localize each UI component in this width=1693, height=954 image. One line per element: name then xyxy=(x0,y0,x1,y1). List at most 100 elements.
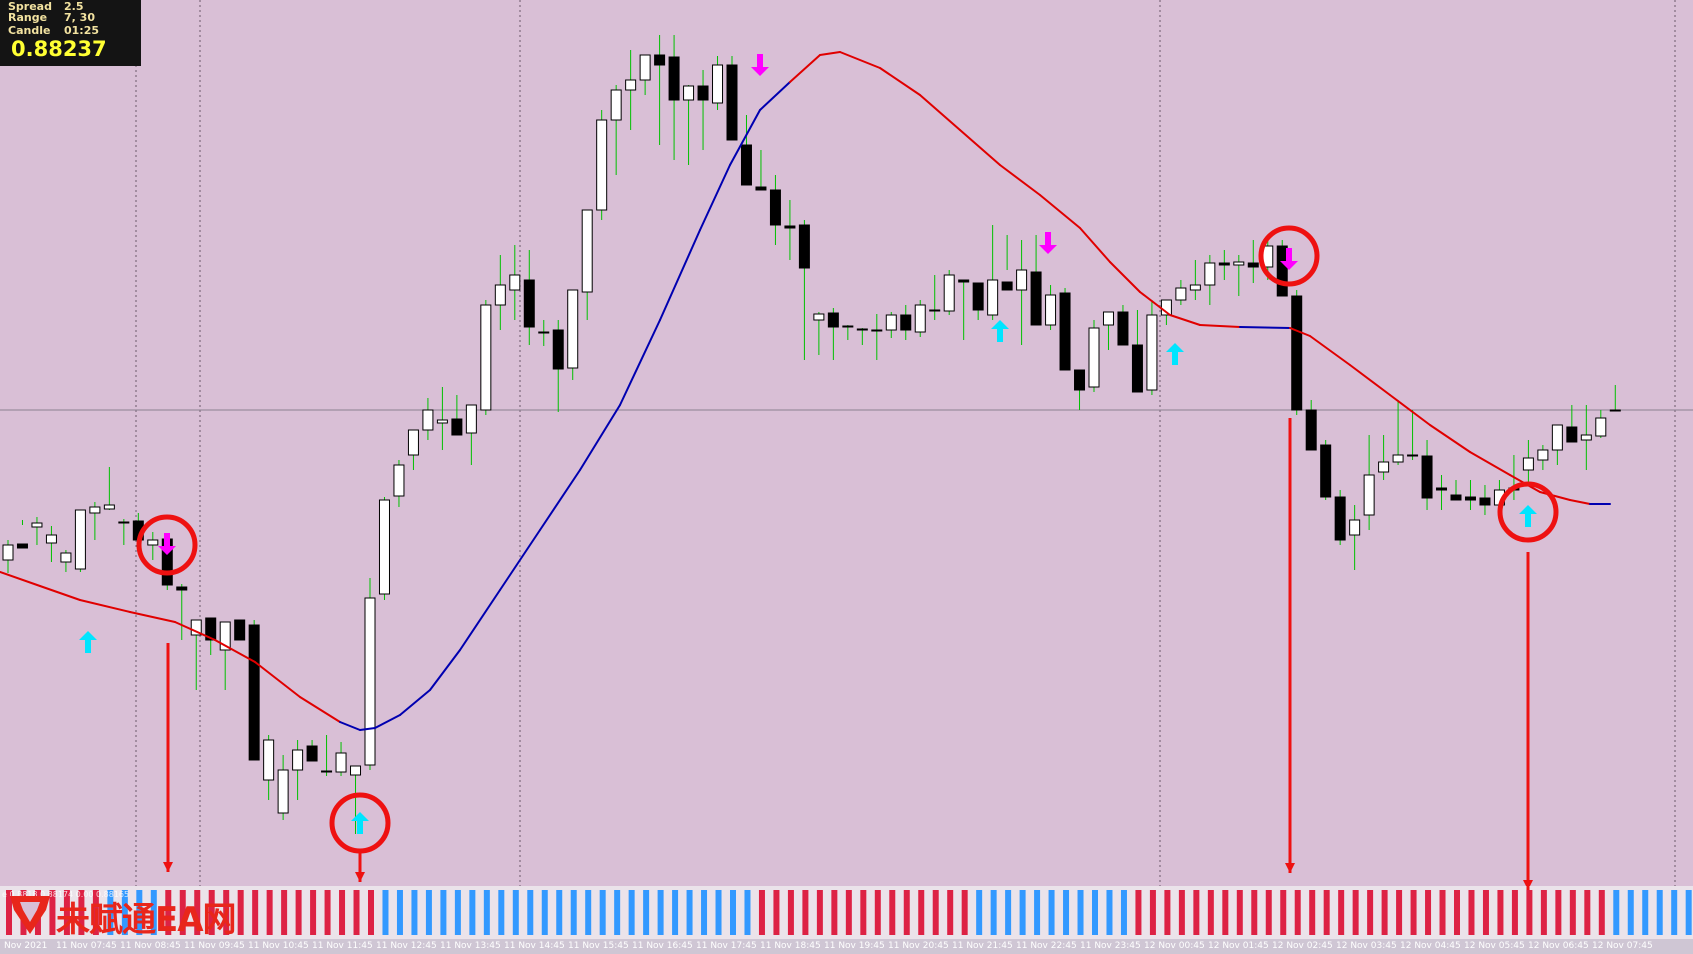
ma-line-segment xyxy=(1239,326,1291,329)
bull-candle xyxy=(581,209,593,293)
bull-candle xyxy=(60,552,72,563)
bull-candle xyxy=(364,597,376,766)
bull-candle xyxy=(1378,461,1390,473)
bear-candle xyxy=(16,543,28,549)
histogram-bar-down xyxy=(1149,890,1156,935)
bull-candle xyxy=(712,64,724,104)
histogram-bar-down xyxy=(1178,890,1185,935)
histogram-bar-down xyxy=(1251,890,1258,935)
histogram-bar-up xyxy=(1613,890,1620,935)
histogram-bar-down xyxy=(78,890,85,935)
histogram-bar-up xyxy=(498,890,505,935)
histogram-bar-down xyxy=(1497,890,1504,935)
ma-line-segment xyxy=(999,164,1041,196)
bear-candle xyxy=(205,617,217,641)
histogram-bar-down xyxy=(179,890,186,935)
bull-candle xyxy=(147,539,159,546)
histogram-bar-up xyxy=(1656,890,1663,935)
bear-candle xyxy=(900,314,912,331)
ma-line-segment xyxy=(1199,324,1241,328)
time-axis-label: 12 Nov 07:45 xyxy=(1592,941,1653,951)
annotation-arrowhead-down xyxy=(1285,863,1295,873)
bear-candle xyxy=(321,770,333,773)
histogram-bar-down xyxy=(1468,890,1475,935)
histogram-bar-down xyxy=(1425,890,1432,935)
histogram-bar-down xyxy=(860,890,867,935)
bear-candle xyxy=(1276,245,1288,297)
bear-candle xyxy=(248,624,260,761)
bear-candle xyxy=(842,325,854,328)
bear-candle xyxy=(1436,487,1448,491)
time-axis-label: 12 Nov 04:45 xyxy=(1400,941,1461,951)
bear-candle xyxy=(1305,409,1317,451)
watermark-logo-icon xyxy=(10,896,50,934)
bull-candle xyxy=(480,304,492,411)
histogram-bar-down xyxy=(889,890,896,935)
spread-value: 2.5 xyxy=(64,0,84,13)
histogram-bar-down xyxy=(947,890,954,935)
histogram-bar-down xyxy=(1164,890,1171,935)
histogram-bar-up xyxy=(1120,890,1127,935)
histogram-bar-up xyxy=(541,890,548,935)
bull-candle xyxy=(2,544,14,561)
histogram-bar-up xyxy=(512,890,519,935)
histogram-bar-down xyxy=(758,890,765,935)
histogram-bar-up xyxy=(1671,890,1678,935)
bull-candle xyxy=(1189,284,1201,291)
bull-candle xyxy=(465,404,477,434)
ma-line-segment xyxy=(0,571,41,587)
bear-candle xyxy=(234,619,246,641)
histogram-bar-up xyxy=(1092,890,1098,935)
time-axis-label: 12 Nov 03:45 xyxy=(1336,941,1397,951)
histogram-bar-up xyxy=(1077,890,1084,935)
ma-line-segment xyxy=(1469,451,1511,476)
ma-line-segment xyxy=(699,164,731,231)
bull-candle xyxy=(1088,327,1100,388)
bull-candle xyxy=(596,119,608,211)
time-axis: Nov 2021 11 Nov 07:45 11 Nov 08:45 11 Nov 0… xyxy=(0,939,1693,954)
ma-line-segment xyxy=(919,94,961,131)
ma-line-segment xyxy=(299,696,341,723)
signal-circle-marker xyxy=(1258,225,1320,287)
candle-row: Candle 01:25 xyxy=(8,24,99,37)
bull-candle xyxy=(422,409,434,431)
bear-candle xyxy=(654,54,666,66)
histogram-bar-up xyxy=(454,890,461,935)
sell-arrow-icon xyxy=(1039,232,1057,254)
time-axis-label: 11 Nov 16:45 xyxy=(632,941,693,951)
time-axis-label: 11 Nov 20:45 xyxy=(888,941,949,951)
bear-candle xyxy=(1450,494,1462,501)
bear-candle xyxy=(1030,271,1042,326)
histogram-bar-up xyxy=(686,890,693,935)
bear-candle xyxy=(668,56,680,101)
bull-candle xyxy=(1392,454,1404,463)
histogram-bar-up xyxy=(425,890,432,935)
time-axis-label: 11 Nov 19:45 xyxy=(824,941,885,951)
time-axis-label: 12 Nov 00:45 xyxy=(1144,941,1205,951)
ma-line-segment xyxy=(399,689,431,716)
bear-candle xyxy=(769,189,781,226)
histogram-bar-down xyxy=(932,890,939,935)
histogram-bar-up xyxy=(121,890,128,935)
bull-candle xyxy=(292,749,304,771)
histogram-bar-down xyxy=(368,890,374,935)
time-axis-label: 11 Nov 17:45 xyxy=(696,941,757,951)
bear-candle xyxy=(856,328,868,331)
histogram-bar-down xyxy=(310,890,317,935)
bear-candle xyxy=(552,329,564,370)
histogram-bar-down xyxy=(1323,890,1330,935)
histogram-bar-down xyxy=(1555,890,1562,935)
histogram-bar-up xyxy=(614,890,621,935)
bull-candle xyxy=(567,289,579,369)
histogram-bar-down xyxy=(787,890,794,935)
histogram-bar-up xyxy=(599,890,606,935)
histogram-bar-down xyxy=(63,890,70,935)
histogram-bar-up xyxy=(701,890,708,935)
histogram-bar-down xyxy=(961,890,968,935)
time-axis-label: 11 Nov 23:45 xyxy=(1080,941,1141,951)
histogram-bar-down xyxy=(874,890,881,935)
ma-line-segment xyxy=(839,51,881,69)
sell-arrow-icon xyxy=(1280,248,1298,270)
